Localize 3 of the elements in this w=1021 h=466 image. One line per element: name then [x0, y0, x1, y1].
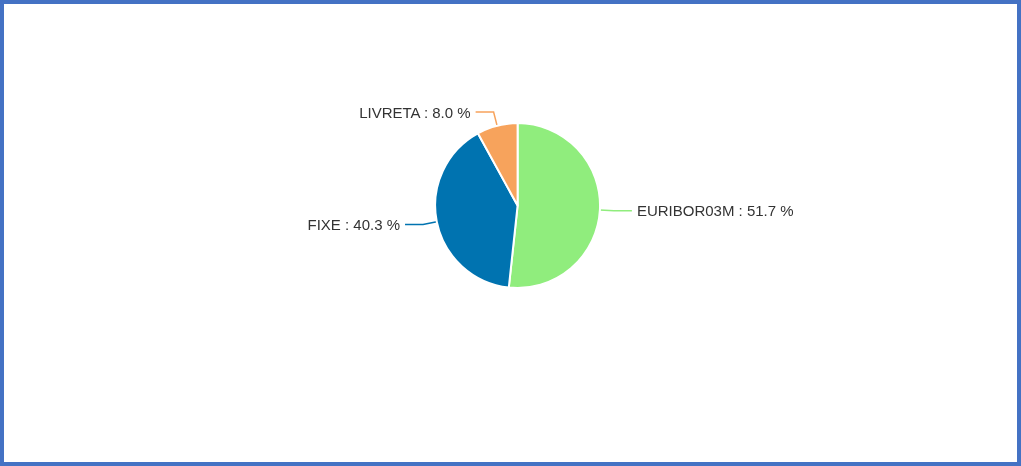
slice-label: FIXE : 40.3 %: [307, 215, 401, 233]
slice-label: EURIBOR03M : 51.7 %: [636, 202, 794, 220]
slice-label: LIVRETA : 8.0 %: [359, 103, 471, 121]
